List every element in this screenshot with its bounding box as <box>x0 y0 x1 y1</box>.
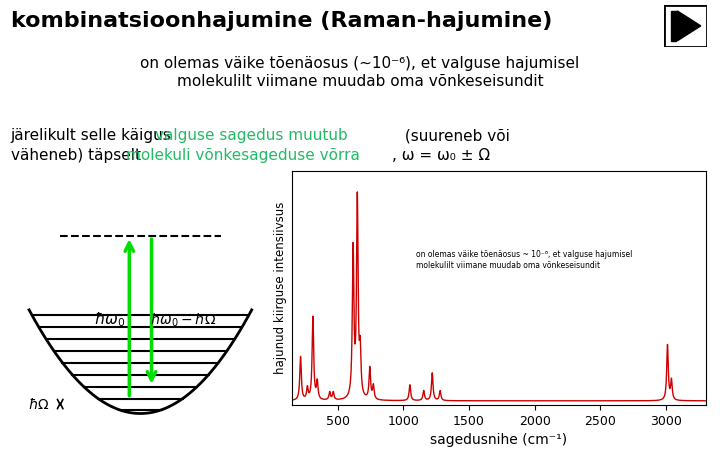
Text: $\hbar\omega_0$: $\hbar\omega_0$ <box>94 310 125 329</box>
Text: molekuli võnkesageduse võrra: molekuli võnkesageduse võrra <box>126 148 360 162</box>
Text: järelikult selle käigus: järelikult selle käigus <box>11 128 176 143</box>
Y-axis label: hajunud kiirguse intensiivsus: hajunud kiirguse intensiivsus <box>274 202 287 374</box>
Polygon shape <box>671 11 676 41</box>
Text: on olemas väike tõenäosus ~ 10⁻⁶, et valguse hajumisel
molekulilt viimane muudab: on olemas väike tõenäosus ~ 10⁻⁶, et val… <box>416 250 633 270</box>
X-axis label: sagedusnihe (cm⁻¹): sagedusnihe (cm⁻¹) <box>430 433 567 447</box>
Text: valguse sagedus muutub: valguse sagedus muutub <box>155 128 348 143</box>
Text: on olemas väike tõenäosus (∼10⁻⁶), et valguse hajumisel: on olemas väike tõenäosus (∼10⁻⁶), et va… <box>140 56 580 71</box>
Polygon shape <box>678 11 701 41</box>
Text: , ω = ω₀ ± Ω: , ω = ω₀ ± Ω <box>392 148 490 162</box>
Text: (suureneb või: (suureneb või <box>400 128 510 143</box>
Text: väheneb) täpselt: väheneb) täpselt <box>11 148 145 162</box>
Text: molekulilt viimane muudab oma võnkeseisundit: molekulilt viimane muudab oma võnkeseisu… <box>176 74 544 89</box>
Text: $\hbar\omega_0 - \hbar\Omega$: $\hbar\omega_0 - \hbar\Omega$ <box>150 311 217 329</box>
Text: kombinatsioonhajumine (Raman-hajumine): kombinatsioonhajumine (Raman-hajumine) <box>11 11 552 31</box>
Text: $\hbar\Omega$: $\hbar\Omega$ <box>27 396 50 412</box>
